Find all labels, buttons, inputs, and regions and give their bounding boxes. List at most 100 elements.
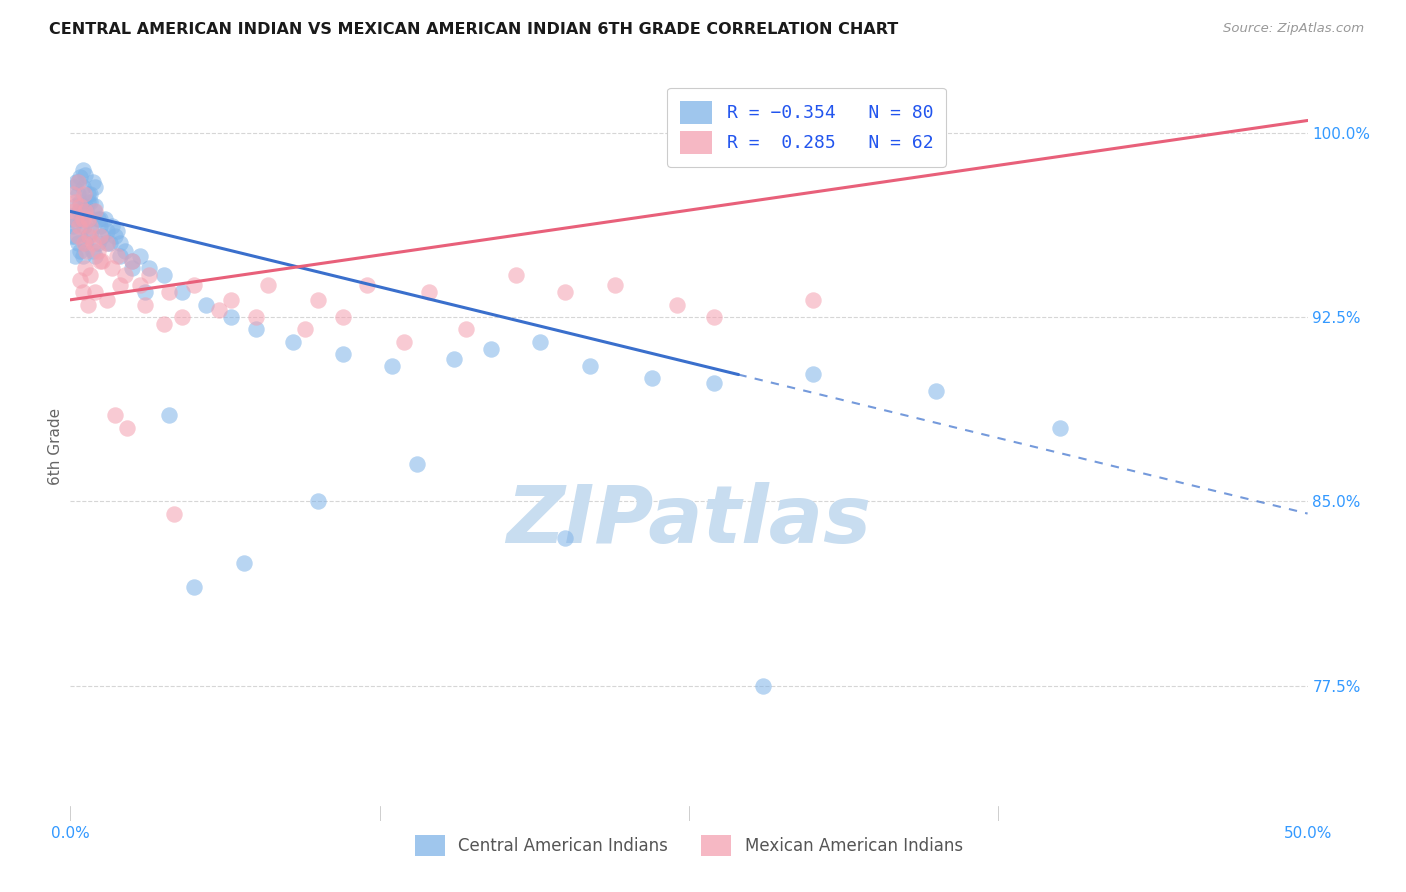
Point	[108, 249, 131, 263]
Point	[75, 236, 97, 251]
Point	[96, 293, 118, 307]
Point	[665, 298, 688, 312]
Point	[69, 194, 91, 209]
Point	[63, 204, 86, 219]
Point	[76, 298, 98, 312]
Point	[183, 278, 205, 293]
Point	[115, 420, 138, 434]
Point	[101, 260, 124, 275]
Point	[554, 285, 576, 300]
Point	[170, 310, 193, 324]
Point	[91, 253, 114, 268]
Point	[65, 199, 87, 213]
Point	[232, 556, 254, 570]
Point	[195, 298, 218, 312]
Point	[62, 219, 84, 234]
Point	[138, 260, 160, 275]
Point	[405, 458, 427, 472]
Point	[84, 204, 107, 219]
Point	[245, 322, 267, 336]
Point	[703, 310, 725, 324]
Point	[75, 204, 97, 219]
Point	[801, 367, 824, 381]
Point	[65, 194, 87, 209]
Point	[75, 244, 97, 258]
Point	[157, 409, 180, 423]
Point	[281, 334, 304, 349]
Point	[69, 273, 91, 287]
Point	[82, 244, 104, 258]
Point	[307, 494, 329, 508]
Y-axis label: 6th Grade: 6th Grade	[48, 408, 63, 484]
Point	[121, 260, 143, 275]
Point	[208, 302, 231, 317]
Point	[128, 249, 150, 263]
Point	[75, 260, 97, 275]
Point	[505, 268, 527, 283]
Point	[70, 211, 93, 226]
Point	[65, 249, 87, 263]
Point	[62, 187, 84, 202]
Point	[84, 179, 107, 194]
Point	[63, 179, 86, 194]
Point	[381, 359, 404, 373]
Point	[79, 187, 101, 202]
Point	[603, 278, 626, 293]
Point	[69, 199, 91, 213]
Point	[579, 359, 602, 373]
Point	[65, 211, 87, 226]
Point	[134, 298, 156, 312]
Point	[72, 249, 94, 263]
Point	[72, 162, 94, 177]
Point	[703, 376, 725, 391]
Point	[108, 278, 131, 293]
Legend: Central American Indians, Mexican American Indians: Central American Indians, Mexican Americ…	[406, 827, 972, 864]
Point	[219, 310, 242, 324]
Point	[66, 229, 89, 244]
Point	[69, 244, 91, 258]
Point	[77, 229, 100, 244]
Point	[86, 236, 108, 251]
Point	[82, 236, 104, 251]
Point	[104, 229, 127, 244]
Point	[153, 268, 176, 283]
Point	[73, 187, 96, 202]
Point	[72, 179, 94, 194]
Point	[84, 199, 107, 213]
Point	[98, 236, 121, 251]
Point	[121, 253, 143, 268]
Point	[114, 244, 136, 258]
Point	[79, 219, 101, 234]
Point	[529, 334, 551, 349]
Point	[105, 224, 128, 238]
Point	[76, 211, 98, 226]
Point	[76, 229, 98, 244]
Point	[105, 249, 128, 263]
Point	[66, 175, 89, 189]
Point	[332, 310, 354, 324]
Point	[89, 229, 111, 244]
Point	[443, 351, 465, 366]
Point	[89, 253, 111, 268]
Point	[332, 347, 354, 361]
Point	[134, 285, 156, 300]
Point	[394, 334, 416, 349]
Point	[89, 211, 111, 226]
Point	[96, 236, 118, 251]
Point	[108, 236, 131, 251]
Point	[79, 268, 101, 283]
Text: CENTRAL AMERICAN INDIAN VS MEXICAN AMERICAN INDIAN 6TH GRADE CORRELATION CHART: CENTRAL AMERICAN INDIAN VS MEXICAN AMERI…	[49, 22, 898, 37]
Point	[79, 194, 101, 209]
Point	[456, 322, 478, 336]
Point	[104, 409, 127, 423]
Point	[153, 318, 176, 332]
Point	[67, 204, 90, 219]
Point	[219, 293, 242, 307]
Point	[479, 342, 502, 356]
Point	[245, 310, 267, 324]
Point	[96, 224, 118, 238]
Point	[91, 229, 114, 244]
Point	[84, 285, 107, 300]
Point	[163, 507, 186, 521]
Point	[114, 268, 136, 283]
